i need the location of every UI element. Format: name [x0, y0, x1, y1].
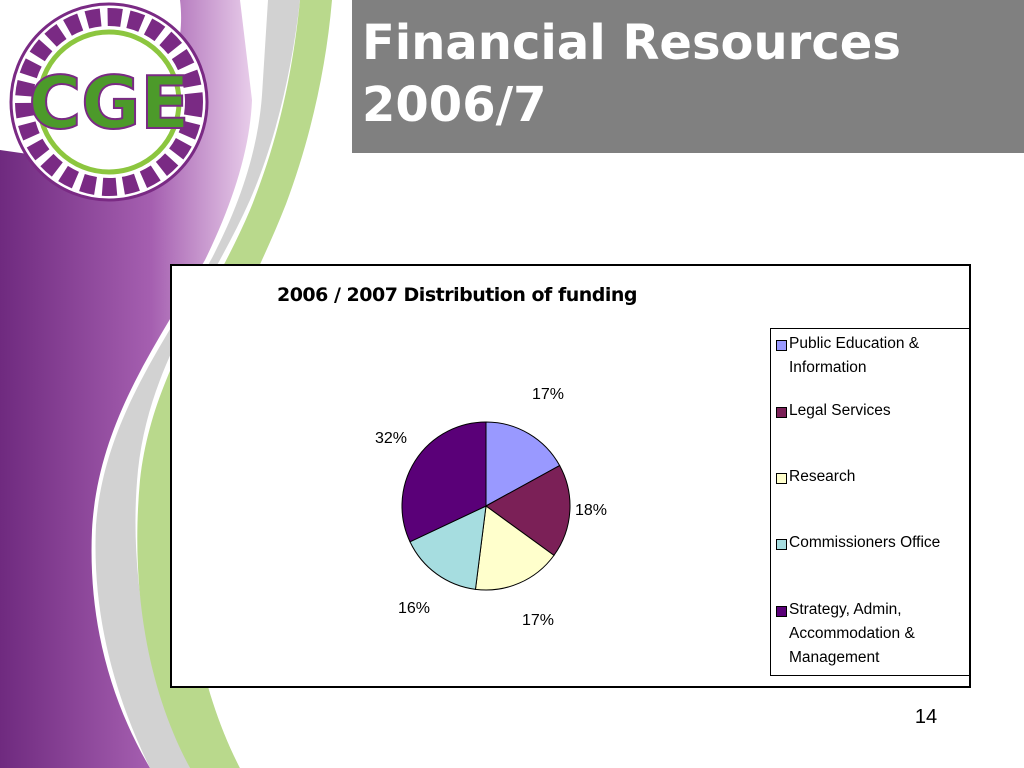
slice-label-public-education: 17%	[532, 386, 565, 403]
pie-chart	[401, 421, 571, 591]
slice-label-legal-services: 18%	[575, 502, 608, 519]
chart-container: 2006 / 2007 Distribution of funding 17% …	[170, 264, 971, 688]
grey-swoosh	[95, 0, 300, 768]
legend-item-research: Research	[776, 465, 967, 489]
cge-logo: CGE	[9, 2, 209, 202]
legend-item-legal-services: Legal Services	[776, 399, 967, 423]
legend-swatch-research	[776, 473, 787, 484]
legend-swatch-strategy-admin	[776, 606, 787, 617]
legend-item-commissioners-office: Commissioners Office	[776, 531, 967, 555]
legend-item-strategy-admin: Strategy, Admin, Accommodation & Managem…	[776, 598, 967, 670]
slice-label-strategy-admin: 32%	[375, 430, 408, 447]
pie-slice-research	[474, 505, 555, 591]
slide-title: Financial Resources 2006/7	[362, 12, 901, 136]
legend-swatch-public-education	[776, 340, 787, 351]
pie-slice-strategy-admin	[401, 421, 487, 543]
slide-title-line-1: Financial Resources	[362, 15, 901, 71]
title-bar	[352, 0, 1024, 153]
chart-legend: Public Education & Information Legal Ser…	[770, 328, 970, 676]
legend-item-public-education: Public Education & Information	[776, 332, 967, 380]
slide-title-line-2: 2006/7	[362, 77, 547, 133]
chart-title: 2006 / 2007 Distribution of funding	[276, 284, 638, 306]
slice-label-research: 17%	[522, 612, 555, 629]
legend-swatch-legal-services	[776, 407, 787, 418]
slice-label-commissioners-office: 16%	[398, 600, 431, 617]
pie-slice-public-education	[485, 421, 561, 507]
page-number: 14	[914, 706, 938, 728]
pie-slice-commissioners-office	[409, 505, 487, 590]
legend-swatch-commissioners-office	[776, 539, 787, 550]
purple-swoosh	[0, 0, 252, 768]
logo-lettering: CGE	[28, 61, 189, 145]
pie-slice-legal-services	[485, 464, 571, 557]
